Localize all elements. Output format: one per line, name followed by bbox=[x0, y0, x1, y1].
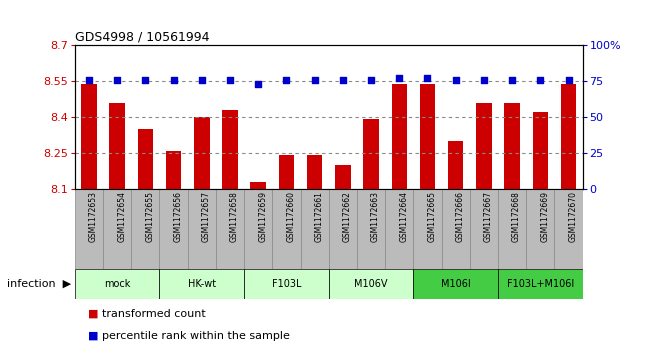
Point bbox=[338, 77, 348, 83]
Text: GSM1172668: GSM1172668 bbox=[512, 191, 521, 242]
Text: GSM1172660: GSM1172660 bbox=[286, 191, 296, 242]
Bar bbox=[498, 189, 526, 269]
Text: M106V: M106V bbox=[354, 279, 388, 289]
Bar bbox=[329, 269, 413, 299]
Text: mock: mock bbox=[104, 279, 130, 289]
Text: GSM1172662: GSM1172662 bbox=[343, 191, 352, 242]
Bar bbox=[272, 189, 301, 269]
Text: GSM1172666: GSM1172666 bbox=[456, 191, 465, 242]
Text: GSM1172658: GSM1172658 bbox=[230, 191, 239, 242]
Bar bbox=[137, 129, 153, 189]
Bar bbox=[391, 83, 407, 189]
Point bbox=[169, 77, 179, 83]
Bar bbox=[81, 83, 97, 189]
Point bbox=[197, 77, 207, 83]
Point bbox=[253, 81, 264, 87]
Text: GSM1172670: GSM1172670 bbox=[568, 191, 577, 242]
Point bbox=[450, 77, 461, 83]
Point bbox=[309, 77, 320, 83]
Point bbox=[394, 76, 404, 81]
Bar bbox=[187, 189, 216, 269]
Text: GSM1172655: GSM1172655 bbox=[145, 191, 154, 242]
Text: GSM1172664: GSM1172664 bbox=[399, 191, 408, 242]
Bar bbox=[413, 189, 441, 269]
Bar bbox=[441, 189, 470, 269]
Text: GSM1172657: GSM1172657 bbox=[202, 191, 211, 242]
Bar bbox=[166, 151, 182, 189]
Point bbox=[478, 77, 489, 83]
Bar bbox=[505, 103, 520, 189]
Bar bbox=[307, 155, 322, 189]
Text: percentile rank within the sample: percentile rank within the sample bbox=[102, 331, 290, 341]
Bar bbox=[329, 189, 357, 269]
Bar bbox=[132, 189, 159, 269]
Text: GSM1172656: GSM1172656 bbox=[174, 191, 182, 242]
Bar bbox=[194, 117, 210, 189]
Text: GDS4998 / 10561994: GDS4998 / 10561994 bbox=[75, 30, 210, 44]
Bar bbox=[244, 269, 329, 299]
Text: ■: ■ bbox=[88, 331, 98, 341]
Bar bbox=[385, 189, 413, 269]
Bar bbox=[420, 83, 436, 189]
Bar bbox=[279, 155, 294, 189]
Bar bbox=[251, 182, 266, 189]
Bar bbox=[244, 189, 272, 269]
Bar bbox=[555, 189, 583, 269]
Bar bbox=[357, 189, 385, 269]
Text: infection  ▶: infection ▶ bbox=[7, 279, 72, 289]
Bar bbox=[561, 83, 576, 189]
Bar bbox=[103, 189, 132, 269]
Text: GSM1172654: GSM1172654 bbox=[117, 191, 126, 242]
Text: HK-wt: HK-wt bbox=[187, 279, 216, 289]
Text: F103L+M106I: F103L+M106I bbox=[506, 279, 574, 289]
Bar bbox=[363, 119, 379, 189]
Text: GSM1172653: GSM1172653 bbox=[89, 191, 98, 242]
Text: F103L: F103L bbox=[271, 279, 301, 289]
Point bbox=[84, 77, 94, 83]
Bar bbox=[301, 189, 329, 269]
Bar bbox=[159, 269, 244, 299]
Bar bbox=[470, 189, 498, 269]
Bar bbox=[476, 103, 492, 189]
Point bbox=[535, 77, 546, 83]
Bar bbox=[159, 189, 187, 269]
Text: transformed count: transformed count bbox=[102, 309, 206, 319]
Bar bbox=[533, 112, 548, 189]
Text: M106I: M106I bbox=[441, 279, 471, 289]
Bar bbox=[335, 165, 351, 189]
Text: GSM1172669: GSM1172669 bbox=[540, 191, 549, 242]
Text: ■: ■ bbox=[88, 309, 98, 319]
Point bbox=[281, 77, 292, 83]
Text: GSM1172665: GSM1172665 bbox=[428, 191, 436, 242]
Text: GSM1172663: GSM1172663 bbox=[371, 191, 380, 242]
Bar bbox=[498, 269, 583, 299]
Point bbox=[225, 77, 235, 83]
Text: GSM1172661: GSM1172661 bbox=[314, 191, 324, 242]
Bar bbox=[526, 189, 555, 269]
Bar bbox=[216, 189, 244, 269]
Point bbox=[140, 77, 150, 83]
Text: GSM1172659: GSM1172659 bbox=[258, 191, 267, 242]
Bar bbox=[413, 269, 498, 299]
Point bbox=[366, 77, 376, 83]
Text: GSM1172667: GSM1172667 bbox=[484, 191, 493, 242]
Point bbox=[422, 76, 433, 81]
Bar bbox=[75, 269, 159, 299]
Point bbox=[563, 77, 574, 83]
Point bbox=[507, 77, 518, 83]
Bar bbox=[75, 189, 103, 269]
Bar bbox=[109, 103, 125, 189]
Bar bbox=[448, 141, 464, 189]
Bar bbox=[222, 110, 238, 189]
Point bbox=[112, 77, 122, 83]
